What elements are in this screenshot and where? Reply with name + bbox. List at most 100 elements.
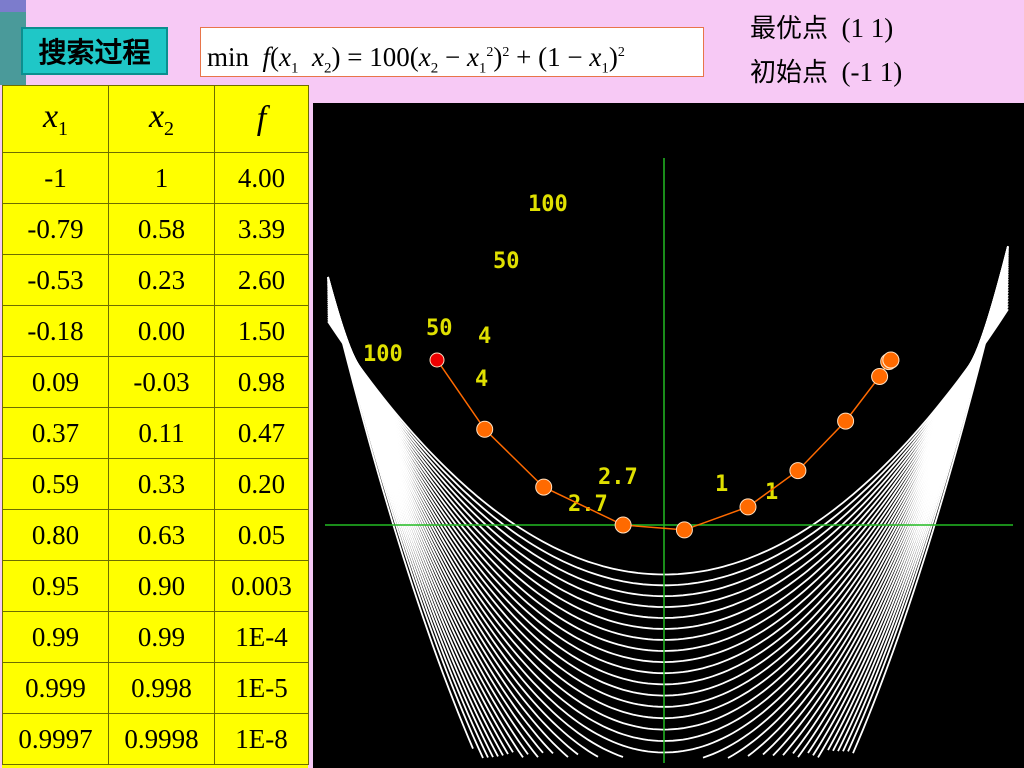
contour-line [327,268,1009,742]
table-cell: 0.80 [2,509,109,561]
objective-formula: min f(x1 x2) = 100(x2 − x12)2 + (1 − x1)… [200,27,704,77]
search-point-marker [882,351,900,369]
table-cell: -0.53 [2,254,109,306]
contour-line [327,288,1009,652]
table-cell: 0.59 [2,458,109,510]
header-subscript: 2 [164,117,175,140]
table-row: 0.95 0.90 0.003 [2,560,309,612]
header-variable: f [256,100,267,137]
search-point-marker [614,516,632,534]
optimal-point-label: 最优点 [750,14,829,44]
table-cell: 0.998 [108,662,215,714]
search-point-marker [476,420,494,438]
search-point-marker [837,412,855,430]
contour-plot: 100 50 50 100 4 4 2.7 2.7 1 1 [313,103,1024,768]
contour-line [327,280,1009,686]
table-cell: 0.33 [108,458,215,510]
table-body: -1 1 4.00 -0.79 0.58 3.39 -0.53 0.23 2.60 -0.18 0.… [2,152,309,765]
table-row: -0.18 0.00 1.50 [2,305,309,357]
table-row: -0.79 0.58 3.39 [2,203,309,255]
table-cell: 1.50 [214,305,309,357]
contour-line [327,302,1009,598]
table-cell: 0.99 [2,611,109,663]
contour-level-label: 1 [765,480,778,505]
initial-point-info: 初始点 (-1 1) [750,52,902,89]
table-cell: 0.05 [214,509,309,561]
contour-level-label: 50 [493,249,520,274]
table-cell: 0.58 [108,203,215,255]
contour-line [327,273,1009,720]
table-cell: 1E-8 [214,713,309,765]
table-cell: 0.9997 [2,713,109,765]
table-cell: 0.37 [2,407,109,459]
left-accent-strip-top [0,0,26,12]
contour-line [327,300,1009,608]
table-header-cell: f [214,85,309,153]
contour-level-label: 50 [426,316,453,341]
table-cell: 0.00 [108,305,215,357]
header-variable: x [42,97,59,135]
contour-level-label: 2.7 [598,465,638,490]
table-row: 0.59 0.33 0.20 [2,458,309,510]
search-point-marker [789,462,807,480]
contour-line [327,271,1009,731]
table-header-row: x1 x2 f [2,85,309,153]
table-cell: 0.20 [214,458,309,510]
contour-line [327,283,1009,675]
table-cell: 1E-5 [214,662,309,714]
table-row: -1 1 4.00 [2,152,309,204]
contour-line [327,250,1009,754]
table-cell: 0.99 [108,611,215,663]
slide-title: 搜索过程 [21,27,168,75]
contour-line [327,266,1009,754]
table-cell: 0.003 [214,560,309,612]
table-row: 0.80 0.63 0.05 [2,509,309,561]
search-point-marker [675,521,693,539]
table-cell: 0.95 [2,560,109,612]
table-cell: 0.63 [108,509,215,561]
table-cell: 0.23 [108,254,215,306]
header-subscript: 1 [58,117,69,140]
table-cell: 2.60 [214,254,309,306]
table-row: 0.9997 0.9998 1E-8 [2,713,309,765]
initial-point-value: (-1 1) [841,57,903,87]
contour-line [327,275,1009,708]
table-cell: 1E-4 [214,611,309,663]
table-row: 0.99 0.99 1E-4 [2,611,309,663]
table-cell: 0.09 [2,356,109,408]
contour-level-label: 4 [475,367,488,392]
table-cell: 0.9998 [108,713,215,765]
search-point-marker [871,368,889,385]
start-point-marker [429,352,445,368]
table-row: 0.09 -0.03 0.98 [2,356,309,408]
table-row: 0.999 0.998 1E-5 [2,662,309,714]
table-row: 0.37 0.11 0.47 [2,407,309,459]
contour-level-label: 1 [715,472,728,497]
table-row: -0.53 0.23 2.60 [2,254,309,306]
contour-line [327,278,1009,697]
table-cell: 4.00 [214,152,309,204]
table-header-cell: x1 [2,85,109,153]
table-header-cell: x2 [108,85,215,153]
contour-line [327,308,1009,576]
table-cell: 3.39 [214,203,309,255]
table-cell: -0.03 [108,356,215,408]
table-cell: 0.999 [2,662,109,714]
table-cell: 0.98 [214,356,309,408]
contour-line [327,286,1009,664]
optimal-point-info: 最优点 (1 1) [750,8,893,45]
contour-line [327,297,1009,619]
iteration-table: x1 x2 f -1 1 4.00 -0.79 0.58 3.39 -0.53 0.23 2.60-… [2,85,309,765]
contour-level-label: 100 [528,192,568,217]
contour-line [327,294,1009,630]
search-point-marker [739,498,757,516]
iteration-table-panel: x1 x2 f -1 1 4.00 -0.79 0.58 3.39 -0.53 0.23 2.60-… [2,85,309,768]
contour-level-label: 100 [363,342,403,367]
table-cell: 0.47 [214,407,309,459]
table-cell: 1 [108,152,215,204]
contour-plot-svg: 100 50 50 100 4 4 2.72.7 1 1 [325,158,1013,763]
contour-level-label: 2.7 [568,492,608,517]
initial-point-label: 初始点 [750,58,829,88]
search-point-marker [535,478,553,496]
optimal-point-value: (1 1) [841,13,894,43]
